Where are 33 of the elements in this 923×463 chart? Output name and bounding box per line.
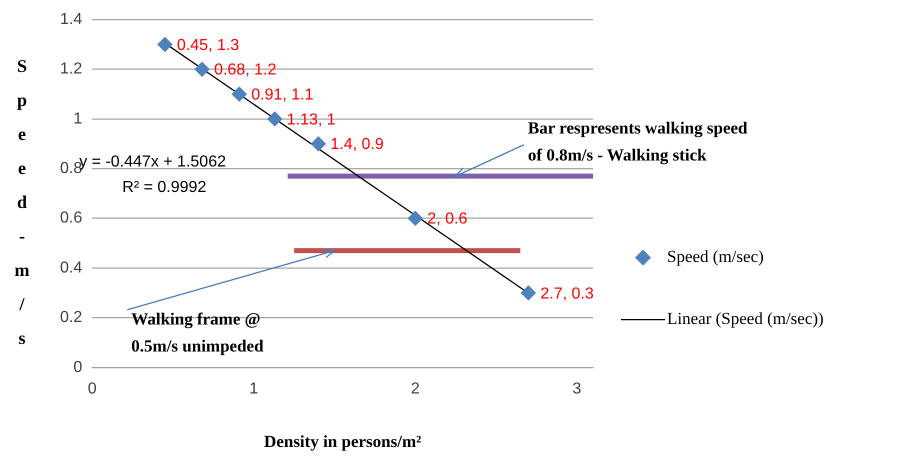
legend-label: Linear (Speed (m/sec)) [667,309,824,328]
y-tick-label: 1 [73,110,82,128]
point [194,62,210,77]
x-axis-title: Density in persons/m² [264,432,422,452]
point [232,86,247,102]
y-tick-label: 0 [73,358,82,376]
data-label: 2.7, 0.3 [540,285,594,302]
annotation: R² = 0.9992 [122,178,206,196]
data-label: 1.13, 1 [286,111,336,128]
x-tick-label: 1 [249,380,258,398]
point [408,210,423,226]
x-tick-label: 2 [410,380,420,398]
data-label: 1.4, 0.9 [330,136,384,154]
data-label: 2, 0.6 [427,210,468,228]
y-tick-label: 0.6 [60,210,82,227]
data-label: 0.68, 1.2 [214,62,276,79]
point [267,111,282,126]
text: Speed - m/s [14,56,30,348]
data-label: 0.91, 1.1 [251,86,314,104]
x-tick-label: 0 [88,380,97,398]
point [520,285,536,300]
y-tick-label: 1.4 [60,11,82,28]
x-tick-label: 3 [572,380,582,398]
legend-label: Speed (m/sec) [667,247,764,266]
data-label: 0.45, 1.3 [176,36,240,54]
annotation: y = -0.447x + 1.5062 [79,153,226,170]
point [310,136,326,152]
y-tick-label: 0.2 [60,309,82,326]
point [157,36,172,52]
y-tick-label: 0.4 [60,259,82,276]
annotation: Walking frame @ 0.5m/s unimpeded [131,310,264,356]
y-tick-label: 1.2 [60,60,82,78]
annotation: Bar respresents walking speed of 0.8m/s - Walking stick [528,118,748,164]
